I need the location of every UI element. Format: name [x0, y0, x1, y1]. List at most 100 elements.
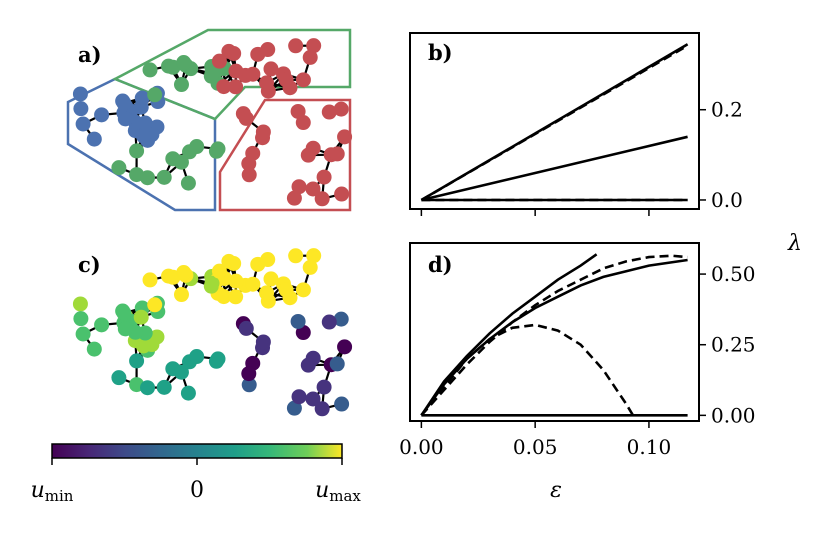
graph-node [129, 143, 145, 159]
graph-node [75, 116, 91, 132]
graph-node [263, 271, 279, 287]
graph-node [173, 77, 189, 93]
graph-node [140, 170, 156, 186]
graph-node [259, 285, 275, 301]
graph-node [241, 156, 257, 172]
graph-node [321, 104, 337, 120]
graph-node [133, 309, 149, 325]
graph-node [180, 385, 196, 401]
panel-d-series-2 [420, 258, 688, 417]
cluster-outline-green [112, 28, 352, 121]
graph-node [117, 111, 133, 127]
panel-d-yticks: 0.00 0.25 0.50 [699, 262, 756, 427]
graph-node [241, 366, 257, 382]
graph-node [295, 72, 311, 88]
graph-node [94, 107, 110, 123]
graph-node [226, 45, 242, 61]
graph-node [216, 79, 232, 95]
panel-d-lines [420, 253, 688, 417]
panel-b-frame [409, 32, 700, 210]
graph-node [302, 49, 318, 65]
graph-node [228, 63, 244, 79]
graph-node [226, 255, 242, 271]
graph-node [73, 101, 89, 117]
graph-node [245, 66, 261, 82]
panel-d-ytick-label: 0.00 [711, 403, 756, 427]
graph-node [286, 400, 302, 416]
graph-node [156, 169, 172, 185]
panel-d-series-4 [420, 323, 635, 417]
graph-a-nodes [72, 38, 353, 207]
graph-node [173, 154, 189, 170]
graph-node [300, 147, 316, 163]
panel-c: c) [72, 248, 353, 417]
graph-node [306, 38, 322, 54]
graph-node [314, 401, 330, 417]
colorbar-label-min: umin [31, 478, 74, 505]
graph-node [290, 103, 306, 119]
graph-node [286, 190, 302, 206]
panel-label-a: a) [78, 42, 102, 67]
graph-node [147, 87, 163, 103]
colorbar: umin 0 umax [31, 443, 361, 505]
graph-node [288, 38, 304, 54]
graph-node [291, 179, 307, 195]
graph-node [176, 55, 192, 71]
graph-node [228, 273, 244, 289]
panel-b-series-3 [421, 135, 688, 202]
panel-label-b: b) [428, 40, 453, 65]
graph-node [288, 248, 304, 264]
graph-node [333, 311, 349, 327]
graph-node [255, 124, 271, 140]
panel-d-ytick-label: 0.50 [711, 262, 756, 286]
graph-node [334, 186, 350, 202]
graph-node [329, 146, 345, 162]
graph-node [73, 311, 89, 327]
colorbar-label-mid: 0 [190, 478, 204, 503]
panel-d-ytick-label: 0.25 [711, 333, 756, 357]
graph-node [302, 259, 318, 275]
colorbar-gradient [51, 443, 343, 459]
graph-node [133, 99, 149, 115]
graph-node [259, 75, 275, 91]
panel-b: 0.0 0.2 b) [409, 32, 743, 216]
graph-node [263, 61, 279, 77]
panel-b-ytick-label: 0.2 [711, 98, 743, 122]
graph-node [189, 349, 205, 365]
graph-node [210, 351, 226, 367]
graph-node [241, 377, 257, 393]
graph-node [300, 357, 316, 373]
graph-node [140, 380, 156, 396]
graph-node [111, 160, 127, 176]
graph-node [180, 175, 196, 191]
graph-node [337, 339, 353, 355]
graph-node [305, 391, 321, 407]
graph-node [147, 297, 163, 313]
graph-node [291, 389, 307, 405]
panel-d-series-3 [420, 254, 688, 417]
graph-node [260, 252, 276, 268]
x-tick-label: 0.10 [627, 435, 672, 459]
graph-node [228, 289, 244, 305]
graph-node [216, 289, 232, 305]
panel-a: a) [66, 28, 353, 212]
graph-node [211, 53, 227, 69]
panel-b-xticks [420, 209, 650, 216]
graph-node [116, 95, 132, 111]
graph-node [72, 86, 88, 102]
graph-node [173, 364, 189, 380]
graph-node [238, 320, 254, 336]
x-axis-label: ε [550, 478, 562, 503]
graph-node [278, 282, 294, 298]
graph-node [156, 379, 172, 395]
panel-d-frame [409, 242, 700, 422]
x-tick-label: 0.05 [513, 435, 558, 459]
graph-node [142, 62, 158, 78]
graph-node [334, 396, 350, 412]
graph-node [228, 79, 244, 95]
graph-node [255, 334, 271, 350]
graph-node [94, 317, 110, 333]
graph-node [129, 353, 145, 369]
graph-node [173, 287, 189, 303]
panel-b-lines [420, 43, 689, 202]
